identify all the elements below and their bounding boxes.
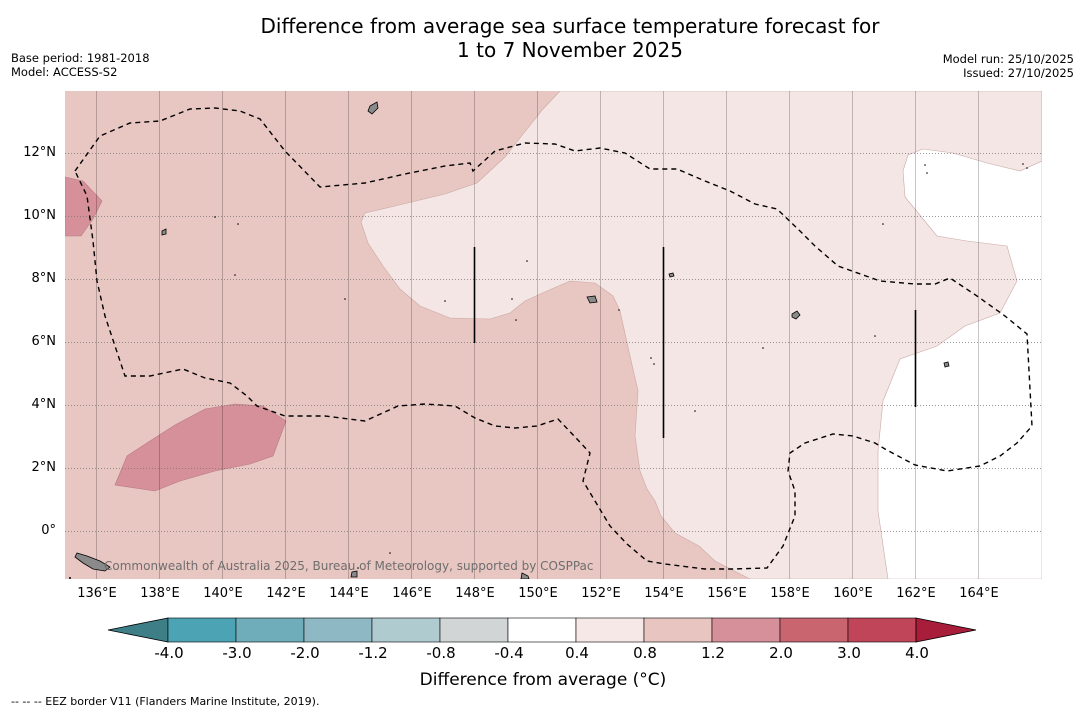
lat-label-4n: 4°N bbox=[31, 397, 57, 412]
meta-left: Base period: 1981-2018 Model: ACCESS-S2 bbox=[11, 51, 150, 79]
lon-label-160e: 160°E bbox=[833, 586, 873, 601]
lon-label-140e: 140°E bbox=[203, 586, 243, 601]
cbar-tick-0-4: 0.4 bbox=[565, 644, 589, 662]
copyright-watermark: Commonwealth of Australia 2025, Bureau o… bbox=[104, 559, 594, 573]
island-chuuk bbox=[791, 310, 801, 320]
lon-label-162e: 162°E bbox=[896, 586, 936, 601]
colorbar-cell bbox=[575, 617, 645, 643]
cbar-tick-minus-1-2: -1.2 bbox=[358, 644, 388, 662]
lon-label-146e: 146°E bbox=[392, 586, 432, 601]
lon-label-142e: 142°E bbox=[266, 586, 306, 601]
lon-label-144e: 144°E bbox=[329, 586, 369, 601]
island-yap bbox=[161, 228, 167, 236]
colorbar-cells bbox=[107, 617, 977, 643]
cbar-tick-4-0: 4.0 bbox=[905, 644, 929, 662]
island-north bbox=[367, 101, 379, 115]
colorbar-cell bbox=[371, 617, 441, 643]
anomaly-zone-0-4-to-0-8 bbox=[360, 91, 1042, 579]
island-south bbox=[520, 572, 530, 579]
chart-title: Difference from average sea surface temp… bbox=[200, 14, 940, 62]
colorbar-cell bbox=[643, 617, 713, 643]
base-period: Base period: 1981-2018 bbox=[11, 51, 150, 65]
cbar-tick-minus-2-0: -2.0 bbox=[290, 644, 320, 662]
colorbar bbox=[107, 617, 977, 643]
title-line-1: Difference from average sea surface temp… bbox=[260, 14, 880, 38]
model-run: Model run: 25/10/2025 bbox=[942, 52, 1074, 66]
lat-label-6n: 6°N bbox=[31, 334, 57, 349]
island-east bbox=[943, 361, 950, 368]
lon-label-156e: 156°E bbox=[707, 586, 747, 601]
issued-date: Issued: 27/10/2025 bbox=[963, 66, 1074, 80]
eez-border-segments bbox=[473, 247, 917, 438]
colorbar-cell bbox=[711, 617, 781, 643]
cbar-tick-0-8: 0.8 bbox=[633, 644, 657, 662]
colorbar-title: Difference from average (°C) bbox=[419, 670, 667, 690]
tiny-islets bbox=[69, 163, 1028, 579]
anomaly-zone-neutral bbox=[877, 91, 1042, 579]
lat-label-8n: 8°N bbox=[31, 271, 57, 286]
lon-label-136e: 136°E bbox=[77, 586, 117, 601]
island-small-1 bbox=[668, 272, 675, 278]
meta-right: Model run: 25/10/2025 Issued: 27/10/2025 bbox=[943, 52, 1074, 80]
lon-label-164e: 164°E bbox=[959, 586, 999, 601]
colorbar-cell bbox=[167, 617, 237, 643]
colorbar-extend-min bbox=[107, 617, 169, 643]
island-southwest bbox=[74, 552, 111, 572]
islands bbox=[74, 101, 950, 579]
lon-label-138e: 138°E bbox=[140, 586, 180, 601]
colorbar-extend-max bbox=[915, 617, 977, 643]
island-pohnpei bbox=[586, 295, 598, 304]
eez-border-palau bbox=[74, 107, 1033, 570]
eez-footnote: -- -- -- EEZ border V11 (Flanders Marine… bbox=[11, 695, 320, 708]
model-name: Model: ACCESS-S2 bbox=[11, 65, 118, 79]
cbar-tick-minus-0-4: -0.4 bbox=[494, 644, 524, 662]
lon-label-152e: 152°E bbox=[581, 586, 621, 601]
island-chain-south bbox=[350, 570, 358, 578]
cbar-tick-2-0: 2.0 bbox=[769, 644, 793, 662]
anomaly-zone-1-2-to-2-0-west bbox=[65, 176, 103, 237]
colorbar-cell bbox=[303, 617, 373, 643]
sst-anomaly-map bbox=[65, 91, 1042, 579]
cbar-tick-minus-3-0: -3.0 bbox=[222, 644, 252, 662]
lat-label-10n: 10°N bbox=[23, 208, 56, 223]
lon-label-158e: 158°E bbox=[770, 586, 810, 601]
cbar-tick-minus-0-8: -0.8 bbox=[426, 644, 456, 662]
cbar-tick-1-2: 1.2 bbox=[701, 644, 725, 662]
colorbar-cell bbox=[847, 617, 917, 643]
colorbar-cell bbox=[779, 617, 849, 643]
lat-label-12n: 12°N bbox=[23, 145, 56, 160]
cbar-tick-minus-4-0: -4.0 bbox=[154, 644, 184, 662]
lon-label-154e: 154°E bbox=[644, 586, 684, 601]
lat-label-2n: 2°N bbox=[31, 460, 57, 475]
lat-label-0: 0° bbox=[41, 523, 56, 538]
latitude-gridlines bbox=[65, 153, 1042, 532]
colorbar-cell bbox=[235, 617, 305, 643]
lon-label-148e: 148°E bbox=[455, 586, 495, 601]
anomaly-zone-1-2-to-2-0-south bbox=[114, 403, 287, 492]
colorbar-cell bbox=[439, 617, 509, 643]
title-line-2: 1 to 7 November 2025 bbox=[457, 38, 683, 62]
cbar-tick-3-0: 3.0 bbox=[837, 644, 861, 662]
longitude-gridlines bbox=[96, 91, 979, 579]
colorbar-cell bbox=[507, 617, 577, 643]
lon-label-150e: 150°E bbox=[518, 586, 558, 601]
